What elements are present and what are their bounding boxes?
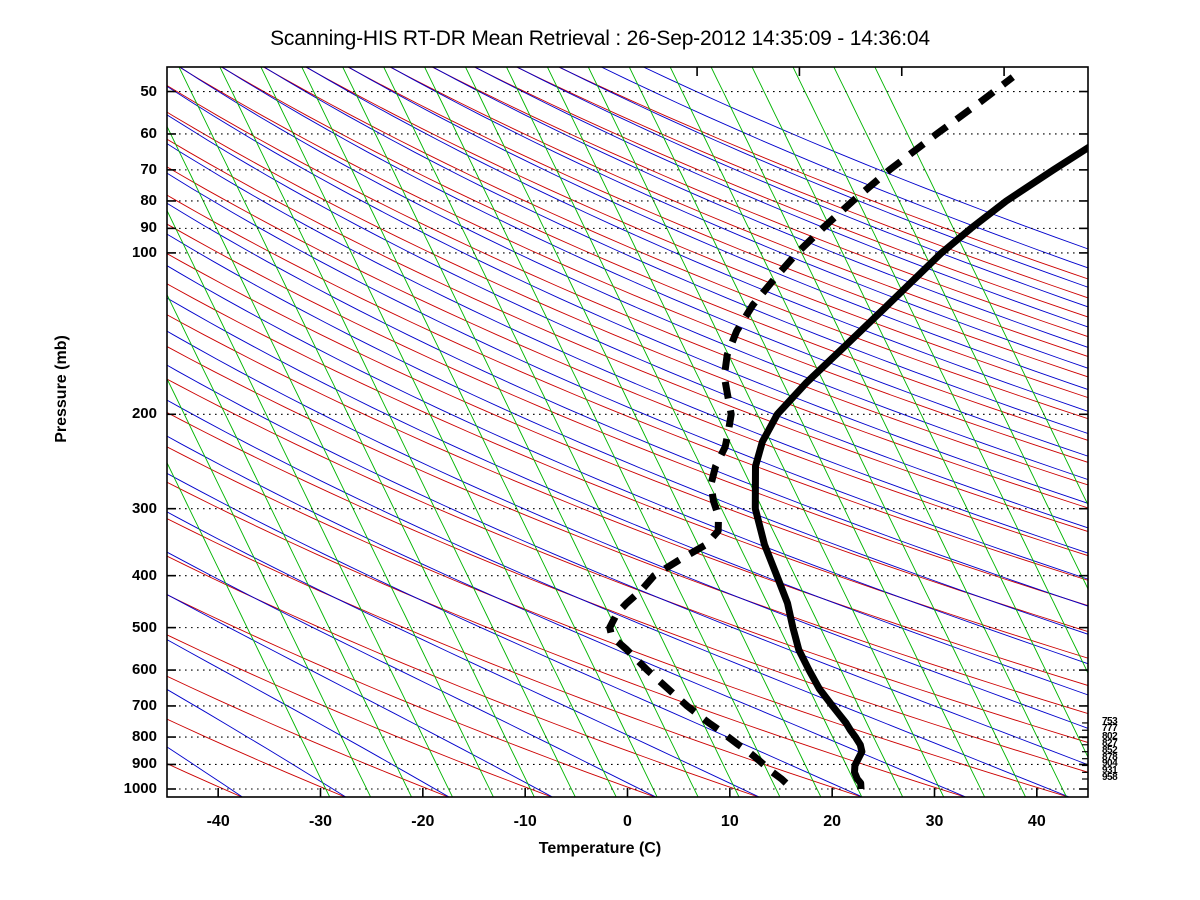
- chart-title: Scanning-HIS RT-DR Mean Retrieval : 26-S…: [270, 27, 930, 50]
- x-axis-label: Temperature (C): [538, 840, 662, 857]
- y-tick-label: 50: [140, 82, 157, 100]
- side-pressure-level: 931: [1102, 765, 1118, 777]
- y-tick-label: 800: [131, 728, 157, 746]
- y-tick-label: 600: [131, 661, 157, 679]
- y-tick-label: 500: [131, 618, 157, 636]
- x-tick-label: 20: [823, 813, 842, 830]
- x-tick-label: 0: [623, 813, 632, 830]
- y-tick-label: 100: [131, 243, 157, 261]
- y-tick-label: 90: [140, 219, 157, 237]
- y-tick-label: 200: [131, 405, 157, 423]
- y-tick-label: 400: [131, 566, 157, 584]
- series-dewpoint-line: [606, 74, 1015, 786]
- y-tick-label: 900: [131, 755, 157, 773]
- side-pressure-level: 904: [1102, 758, 1118, 770]
- y-tick-label: 1000: [123, 779, 157, 797]
- y-tick-label: 80: [140, 191, 157, 209]
- x-tick-label: -30: [308, 813, 333, 830]
- y-tick-label: 300: [131, 499, 157, 517]
- side-pressure-level: 852: [1102, 744, 1118, 756]
- x-tick-label: 30: [925, 813, 944, 830]
- side-pressure-level: 802: [1102, 730, 1118, 742]
- side-pressure-level: 777: [1102, 723, 1118, 735]
- x-tick-label: -10: [513, 813, 537, 830]
- x-tick-label: -20: [411, 813, 435, 830]
- side-pressure-level: 878: [1102, 751, 1118, 763]
- x-tick-label: -40: [206, 813, 230, 830]
- x-tick-label: 40: [1027, 813, 1046, 830]
- x-tick-label: 10: [720, 813, 739, 830]
- side-pressure-level: 827: [1102, 737, 1118, 749]
- y-tick-label: 70: [140, 160, 157, 178]
- side-pressure-level: 958: [1102, 772, 1118, 783]
- series-temperature-line: [751, 143, 1088, 790]
- side-pressure-level: 753: [1102, 715, 1118, 727]
- y-tick-label: 700: [131, 696, 157, 714]
- y-tick-label: 60: [140, 124, 157, 142]
